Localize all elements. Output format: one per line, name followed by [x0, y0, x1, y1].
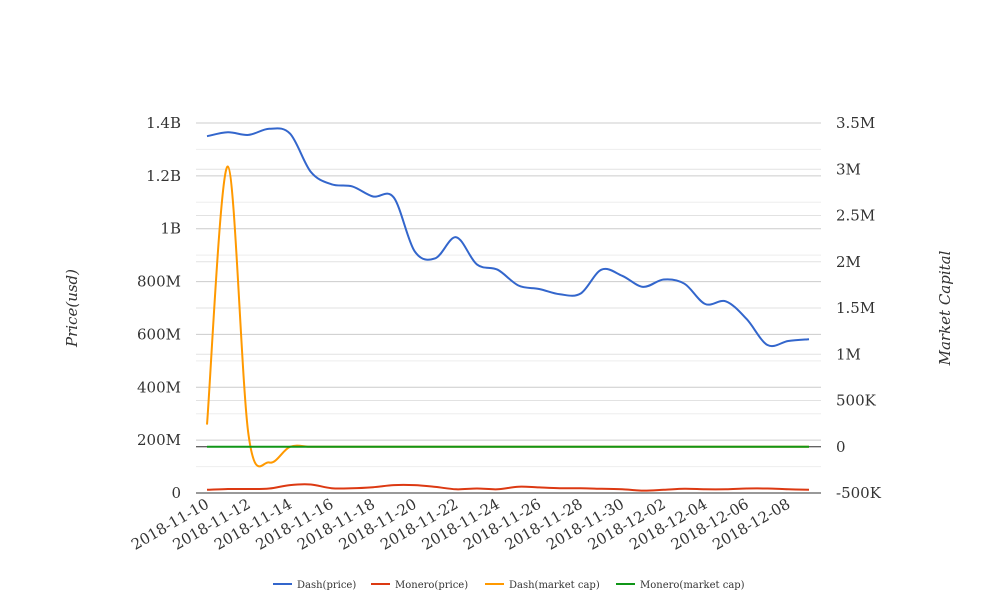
left-tick-label: 1.2B	[146, 167, 181, 185]
x-axis-ticks: 2018-11-102018-11-122018-11-142018-11-16…	[128, 495, 793, 554]
right-tick-label: 2M	[836, 253, 861, 271]
right-tick-label: 2.5M	[836, 207, 875, 225]
legend-label: Dash(market cap)	[509, 580, 600, 591]
legend-item: Dash(market cap)	[485, 580, 600, 591]
left-tick-label: 0	[171, 484, 181, 502]
left-tick-label: 1.4B	[146, 114, 181, 132]
right-tick-label: -500K	[836, 484, 882, 502]
left-axis-ticks: 0 200M 400M 600M 800M 1B 1.2B 1.4B	[137, 114, 181, 502]
legend-item: Monero(price)	[371, 580, 468, 591]
legend: Dash(price) Monero(price) Dash(market cap)…	[273, 580, 745, 591]
series-line-dash-price	[206, 127, 810, 348]
right-tick-label: 1M	[836, 345, 861, 363]
right-tick-label: 0	[836, 438, 846, 456]
left-tick-label: 400M	[137, 378, 181, 396]
legend-label: Monero(market cap)	[640, 580, 745, 591]
left-tick-label: 200M	[137, 431, 181, 449]
series-line-monero-price	[206, 483, 810, 492]
right-axis-ticks: -500K 0 500K 1M 1.5M 2M 2.5M 3M 3.5M	[836, 114, 882, 502]
right-tick-label: 1.5M	[836, 299, 875, 317]
series-lines	[206, 127, 810, 492]
series-line-dash-market-cap	[206, 165, 809, 468]
right-tick-label: 3.5M	[836, 114, 875, 132]
grid-lines	[196, 122, 821, 494]
right-tick-label: 500K	[836, 392, 877, 410]
right-axis-title: Market Capital	[936, 250, 954, 366]
legend-item: Monero(market cap)	[616, 580, 745, 591]
legend-item: Dash(price)	[273, 580, 356, 591]
right-tick-label: 3M	[836, 160, 861, 178]
left-axis-title: Price(usd)	[63, 269, 81, 348]
legend-label: Monero(price)	[395, 580, 468, 591]
left-tick-label: 800M	[137, 273, 181, 291]
legend-label: Dash(price)	[297, 580, 356, 591]
left-tick-label: 1B	[160, 220, 181, 238]
left-tick-label: 600M	[137, 325, 181, 343]
